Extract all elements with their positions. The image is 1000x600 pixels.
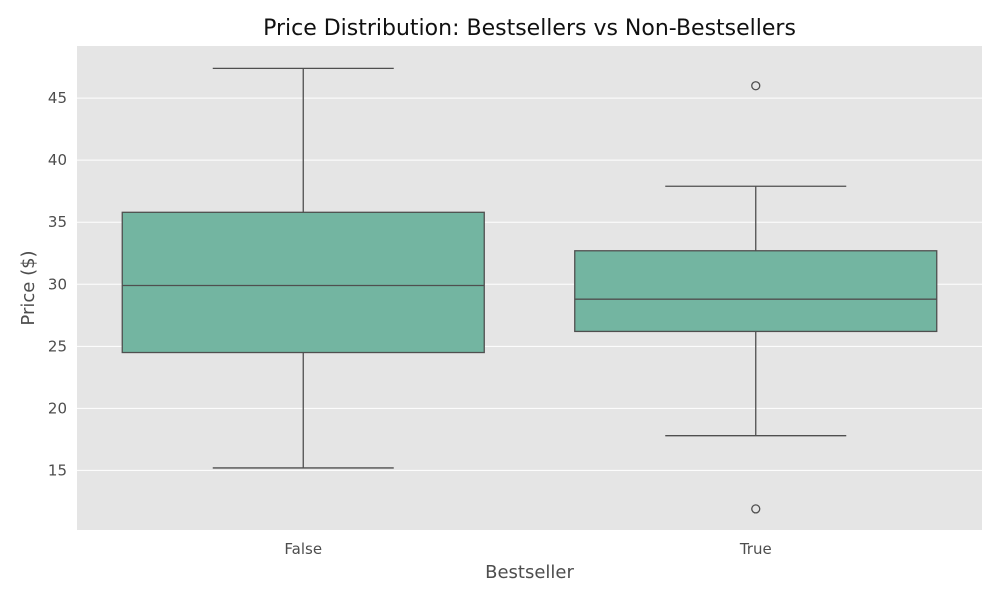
y-tick-label: 45 bbox=[48, 89, 67, 107]
box-iqr bbox=[121, 211, 485, 354]
chart-title: Price Distribution: Bestsellers vs Non-B… bbox=[263, 16, 796, 41]
y-axis-label: Price ($) bbox=[18, 250, 39, 325]
x-tick-labels: False True bbox=[284, 540, 771, 558]
box-iqr bbox=[574, 250, 938, 333]
y-tick-label: 30 bbox=[48, 275, 67, 293]
y-tick-labels: 15 20 25 30 35 40 45 bbox=[48, 89, 67, 479]
y-tick-label: 15 bbox=[48, 461, 67, 479]
box-group bbox=[121, 67, 485, 469]
y-tick-label: 20 bbox=[48, 399, 67, 417]
y-tick-label: 25 bbox=[48, 337, 67, 355]
outlier-point bbox=[751, 81, 761, 91]
outlier-point bbox=[751, 504, 761, 514]
y-tick-label: 35 bbox=[48, 213, 67, 231]
x-tick-label: False bbox=[284, 540, 322, 558]
x-axis-label: Bestseller bbox=[485, 562, 574, 583]
boxes bbox=[121, 67, 938, 514]
y-tick-label: 40 bbox=[48, 151, 67, 169]
x-tick-label: True bbox=[739, 540, 772, 558]
box-group bbox=[574, 81, 938, 514]
